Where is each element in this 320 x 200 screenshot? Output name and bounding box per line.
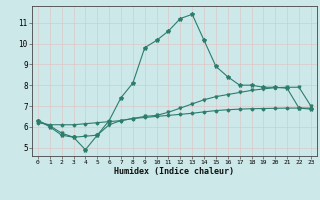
X-axis label: Humidex (Indice chaleur): Humidex (Indice chaleur)	[115, 167, 234, 176]
